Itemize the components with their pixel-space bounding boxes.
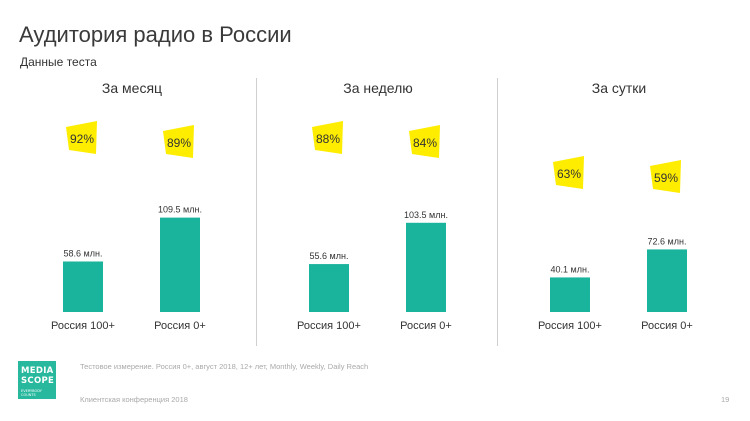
chart-svg: За сутки 40.1 млн. Россия 100+ 63% 72.6 млн.… [538, 80, 693, 332]
bar [406, 222, 446, 312]
bar-value-label: 58.6 млн. [64, 248, 103, 258]
footer-conference: Клиентская конференция 2018 [80, 395, 188, 404]
category-label: Россия 0+ [641, 320, 693, 332]
percent-badge [409, 125, 440, 158]
bar [63, 261, 103, 312]
category-label: Россия 100+ [297, 320, 361, 332]
logo-tagline: EVERYBODY COUNTS [21, 389, 42, 397]
chart-title: За сутки [592, 80, 647, 96]
category-label: Россия 100+ [51, 320, 115, 332]
bar [647, 249, 687, 312]
panel-divider [256, 78, 257, 346]
page-title: Аудитория радио в России [19, 22, 292, 47]
bar-value-label: 72.6 млн. [648, 236, 687, 246]
bar [160, 217, 200, 312]
chart-panel-day: За сутки 40.1 млн. Россия 100+ 63% 72.6 млн.… [499, 80, 745, 342]
chart-svg: За неделю 55.6 млн. Россия 100+ 88% 103.5 мл… [297, 80, 452, 332]
footnote: Тестовое измерение. Россия 0+, август 20… [80, 362, 369, 371]
chart-panel-week: За неделю 55.6 млн. Россия 100+ 88% 103.5 мл… [258, 80, 504, 342]
percent-label: 92% [70, 132, 94, 146]
bar [550, 277, 590, 312]
bar-value-label: 55.6 млн. [310, 251, 349, 261]
percent-label: 84% [413, 136, 437, 150]
percent-badge [66, 121, 97, 154]
percent-badge [553, 156, 584, 189]
bar-value-label: 103.5 млн. [404, 210, 448, 220]
bar-value-label: 109.5 млн. [158, 205, 202, 215]
page-subtitle: Данные теста [20, 55, 97, 69]
percent-badge [163, 125, 194, 158]
chart-title: За неделю [343, 80, 413, 96]
percent-label: 88% [316, 132, 340, 146]
panel-divider [497, 78, 498, 346]
chart-panel-month: За месяц 58.6 млн. Россия 100+ 92% 109.5 млн… [12, 80, 258, 342]
percent-badge [312, 121, 343, 154]
bar-value-label: 40.1 млн. [551, 264, 590, 274]
chart-svg: За месяц 58.6 млн. Россия 100+ 92% 109.5 млн… [51, 80, 206, 332]
logo-line-1: MEDIA [21, 366, 54, 376]
percent-label: 89% [167, 136, 191, 150]
category-label: Россия 0+ [154, 320, 206, 332]
percent-badge [650, 160, 681, 193]
mediascope-logo: MEDIA SCOPE EVERYBODY COUNTS [18, 361, 56, 399]
chart-title: За месяц [102, 80, 162, 96]
percent-label: 59% [654, 171, 678, 185]
category-label: Россия 0+ [400, 320, 452, 332]
category-label: Россия 100+ [538, 320, 602, 332]
page-number: 19 [721, 395, 730, 404]
logo-line-2: SCOPE [21, 376, 55, 386]
bar [309, 264, 349, 312]
percent-label: 63% [557, 167, 581, 181]
